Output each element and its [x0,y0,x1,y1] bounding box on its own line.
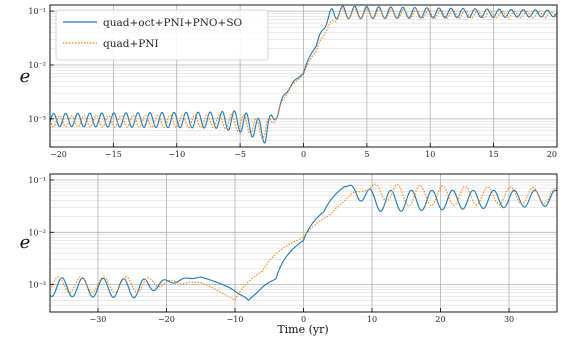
top-x-ticks: −20 −15 −10 −5 0 5 10 15 20 [49,143,558,159]
bottom-y-ticks: 10⁻³ 10⁻² 10⁻¹ [28,176,54,290]
series-line-2 [50,183,557,301]
x-tick-label: 5 [364,150,369,159]
series-line-1 [50,184,557,301]
top-series [50,5,557,144]
y-tick-label: 10⁻¹ [28,176,46,185]
x-tick-label: −20 [158,315,175,324]
bottom-y-axis-label: e [20,232,31,253]
legend: quad+oct+PNI+PNO+SO quad+PNI [55,9,269,61]
x-tick-label: 20 [435,315,445,324]
x-tick-label: 15 [489,150,499,159]
x-tick-label: 20 [547,150,557,159]
legend-label-series-2: quad+PNI [103,38,159,50]
y-tick-label: 10⁻² [28,228,46,237]
y-tick-label: 10⁻³ [28,115,46,124]
x-tick-label: 10 [425,150,435,159]
series-line-1 [50,5,557,144]
x-tick-label: −10 [168,150,185,159]
legend-box [55,9,269,61]
x-tick-label: −30 [90,315,107,324]
bottom-panel: −30 −20 −10 0 10 20 30 10⁻³ 10⁻² 10⁻¹ e Time (yr… [20,173,558,336]
x-tick-label: 30 [504,315,514,324]
bottom-x-ticks: −30 −20 −10 0 10 20 30 [90,308,514,324]
x-tick-label: −10 [227,315,244,324]
top-y-axis-label: e [20,66,31,87]
x-tick-label: 10 [367,315,377,324]
top-panel: −20 −15 −10 −5 0 5 10 15 20 10⁻³ 10⁻² 10⁻¹ e quad+… [20,4,558,159]
x-tick-label: 0 [301,315,306,324]
series-line-2 [50,7,557,139]
bottom-x-axis-label: Time (yr) [277,323,328,336]
y-tick-label: 10⁻³ [28,281,46,290]
x-tick-label: −20 [50,150,67,159]
x-tick-label: −15 [105,150,122,159]
y-tick-label: 10⁻¹ [28,7,46,16]
x-tick-label: −5 [234,150,246,159]
top-y-ticks: 10⁻³ 10⁻² 10⁻¹ [28,7,54,124]
legend-label-series-1: quad+oct+PNI+PNO+SO [103,17,243,29]
bottom-series [50,183,557,301]
x-tick-label: 0 [301,150,306,159]
y-tick-label: 10⁻² [28,61,46,70]
